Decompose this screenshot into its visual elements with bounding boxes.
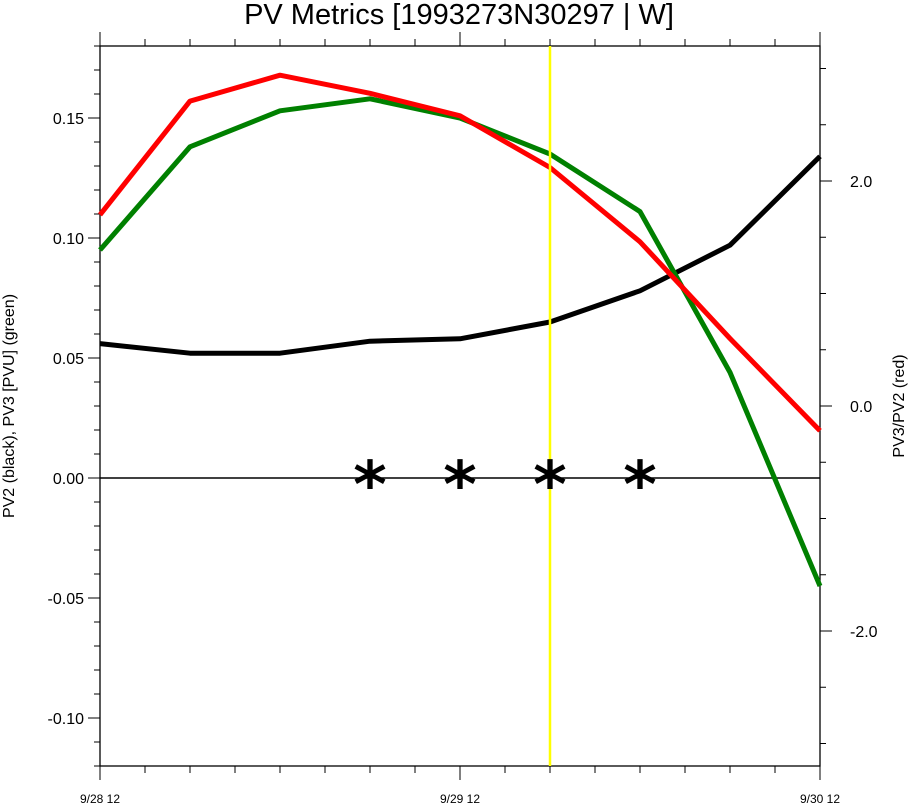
asterisk-marker: * [533,449,566,523]
left-tick-label: -0.10 [48,711,85,728]
asterisk-marker: * [443,449,476,523]
right-axis-label: PV3/PV2 (red) [891,354,908,457]
asterisk-marker: * [353,449,386,523]
x-tick-label: 9/29 12 [440,792,480,805]
series-line [98,72,822,433]
series-group [98,46,823,766]
left-tick-label: 0.05 [53,351,84,368]
left-tick-label: 0.10 [53,231,84,248]
right-tick-label: 2.0 [850,174,872,191]
marker-group: * * * * [353,449,656,523]
asterisk-marker: * [623,449,656,523]
series-line [99,154,822,356]
x-tick-label: 9/30 12 [800,792,840,805]
left-tick-label: -0.05 [48,591,85,608]
left-tick-label: 0.00 [53,471,84,488]
right-tick-label: 0.0 [850,399,872,416]
chart-title: PV Metrics [1993273N30297 | W] [244,0,674,31]
x-tick-label: 9/28 12 [80,792,120,805]
left-tick-label: 0.15 [53,111,84,128]
axes: 0.15 0.10 0.05 0.00 -0.05 -0.10 2.0 0.0 -2.0 9/28… [48,32,878,805]
right-tick-label: -2.0 [850,624,878,641]
plot-frame [99,45,821,767]
left-axis-label: PV2 (black), PV3 [PVU] (green) [1,294,18,518]
